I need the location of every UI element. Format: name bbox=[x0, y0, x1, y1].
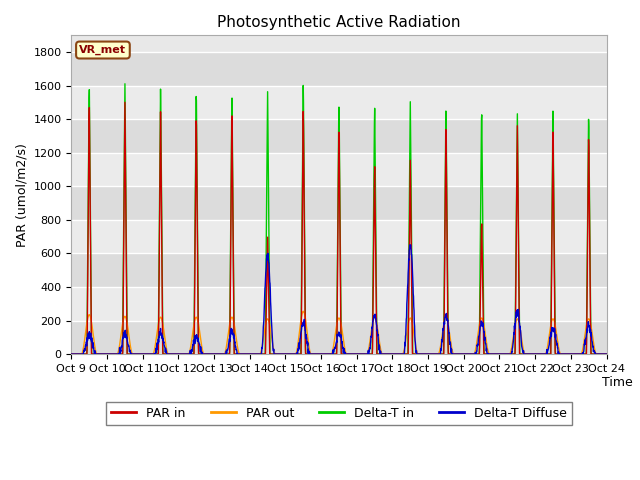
Y-axis label: PAR (umol/m2/s): PAR (umol/m2/s) bbox=[15, 143, 28, 247]
Bar bbox=[72, 186, 607, 220]
Bar bbox=[72, 220, 607, 253]
Bar bbox=[72, 85, 607, 119]
X-axis label: Time: Time bbox=[602, 376, 632, 389]
Legend: PAR in, PAR out, Delta-T in, Delta-T Diffuse: PAR in, PAR out, Delta-T in, Delta-T Dif… bbox=[106, 402, 572, 425]
Bar bbox=[72, 287, 607, 321]
Bar bbox=[72, 253, 607, 287]
Bar bbox=[72, 119, 607, 153]
Bar bbox=[72, 321, 607, 354]
Title: Photosynthetic Active Radiation: Photosynthetic Active Radiation bbox=[217, 15, 461, 30]
Text: VR_met: VR_met bbox=[79, 45, 127, 55]
Bar bbox=[72, 52, 607, 85]
Bar bbox=[72, 153, 607, 186]
